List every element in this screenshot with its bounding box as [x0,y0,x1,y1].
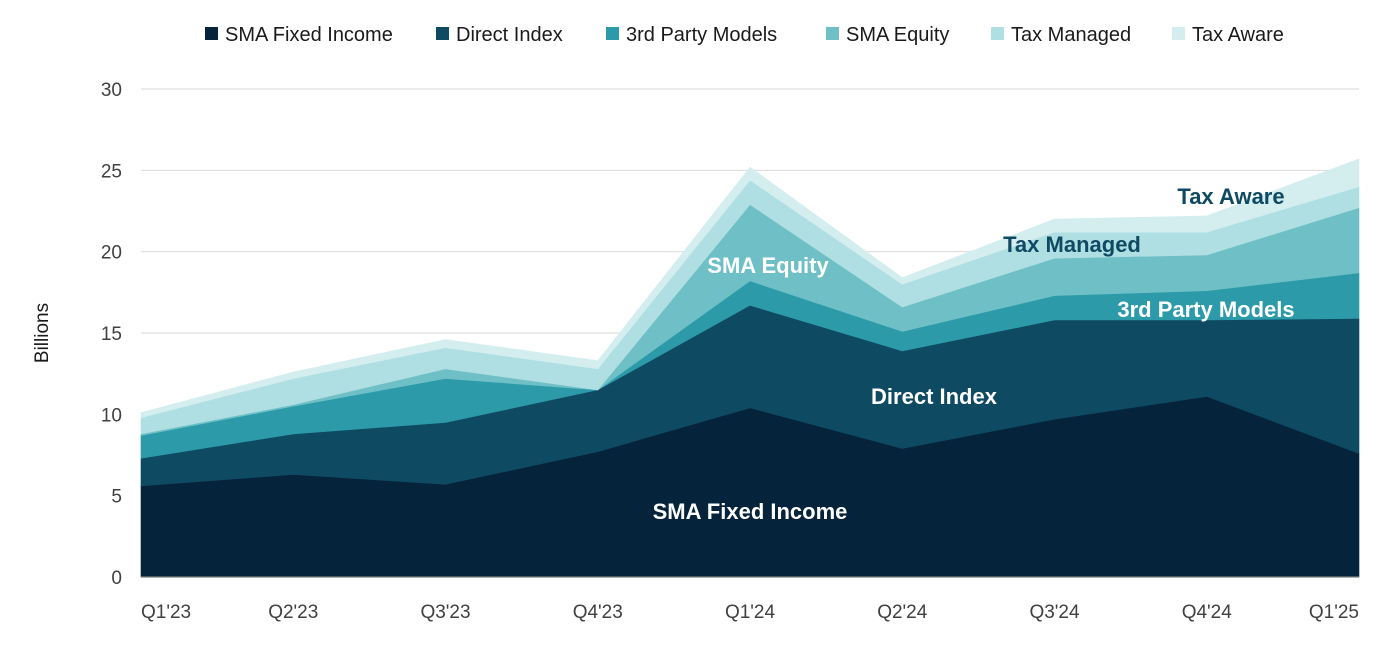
x-tick-label: Q1'25 [1309,602,1359,623]
y-tick-label: 5 [111,487,122,508]
legend-swatch [826,27,839,40]
area-labels: SMA Fixed Income Direct Index 3rd Party Mo… [653,184,1295,524]
area-annotation: 3rd Party Models [1117,297,1294,322]
legend-swatch [436,27,449,40]
y-axis-label: Billions [32,303,53,363]
y-tick-label: 0 [111,568,122,589]
legend: SMA Fixed Income Direct Index 3rd Party Mo… [205,24,1284,46]
x-tick-label: Q2'23 [268,602,318,623]
legend-entry: 3rd Party Models [626,24,777,46]
x-tick-label: Q1'24 [725,602,776,623]
area-tax-aware [140,158,1360,418]
y-tick-label: 20 [101,243,122,264]
y-tick-label: 25 [101,161,122,182]
area-series [140,158,1360,578]
x-tick-label: Q3'23 [420,602,470,623]
legend-swatch [205,27,218,40]
axes: 0 5 10 15 20 25 30 Q1'23 Q2'23 Q3'23 Q4'23 Q1'24 Q2'… [101,80,1359,623]
x-tick-label: Q4'23 [573,602,623,623]
y-tick-label: 30 [101,80,122,101]
x-tick-label: Q2'24 [877,602,928,623]
area-annotation: SMA Equity [707,253,829,278]
x-tick-label: Q1'23 [141,602,191,623]
y-tick-label: 15 [101,324,122,345]
x-tick-label: Q3'24 [1029,602,1080,623]
legend-entry: Tax Aware [1192,24,1284,46]
area-annotation: Direct Index [871,384,998,409]
legend-entry: SMA Equity [846,24,949,46]
legend-entry: Tax Managed [1011,24,1131,46]
legend-swatch [606,27,619,40]
area-annotation: SMA Fixed Income [653,499,848,524]
legend-entry: Direct Index [456,24,563,46]
area-annotation: Tax Managed [1003,232,1141,257]
legend-swatch [991,27,1004,40]
legend-entry: SMA Fixed Income [225,24,393,46]
legend-swatch [1172,27,1185,40]
x-tick-label: Q4'24 [1182,602,1233,623]
area-annotation: Tax Aware [1177,184,1284,209]
y-tick-label: 10 [101,405,122,426]
